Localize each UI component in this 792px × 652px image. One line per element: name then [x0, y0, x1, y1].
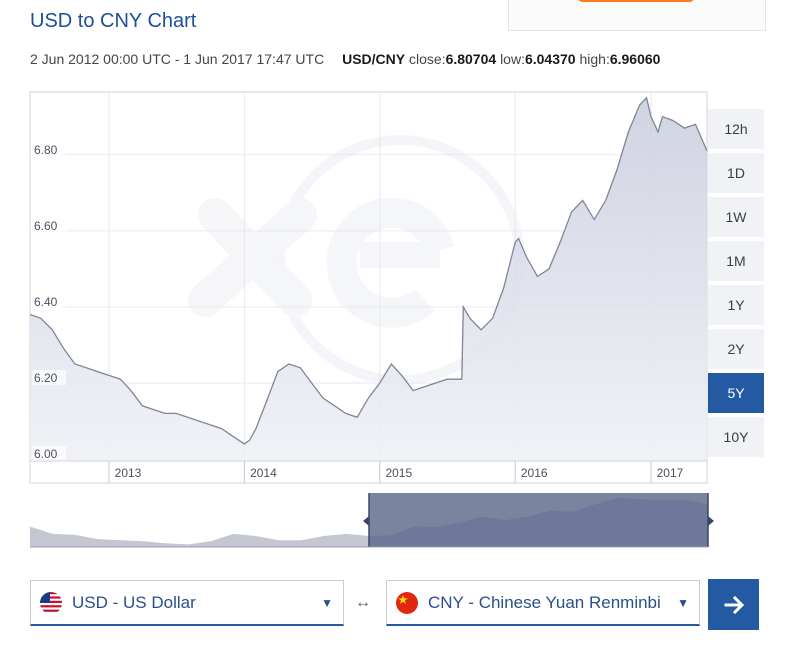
y-tick-labels: 6.00 6.20 6.40 6.60 6.80: [32, 141, 66, 462]
x-tick-label: 2015: [385, 466, 412, 480]
y-tick-label-bg: [32, 446, 66, 462]
y-tick-label-bg: [32, 293, 66, 309]
y-tick-label: 6.60: [34, 219, 58, 233]
page-title: USD to CNY Chart: [30, 10, 197, 32]
chevron-down-icon: ▼: [677, 595, 689, 610]
low-label: low:: [500, 51, 525, 67]
range-button-12h[interactable]: 12h: [708, 109, 764, 149]
from-currency-label: USD - US Dollar: [72, 592, 196, 612]
chart-info-line: 2 Jun 2012 00:00 UTC - 1 Jun 2017 17:47 …: [30, 51, 660, 67]
us-flag-icon: [40, 591, 62, 614]
x-tick-labels: 2013 2014 2015 2016 2017: [108, 461, 684, 483]
convert-go-button[interactable]: [708, 579, 759, 630]
y-tick-label-bg: [32, 141, 66, 157]
navigator-window-area: [369, 497, 708, 547]
y-tick-label-bg: [32, 217, 66, 233]
x-tick-label: 2016: [521, 466, 548, 480]
rate-chart[interactable]: 6.006.206.406.606.80 2013 2014 2015 2016 201…: [0, 0, 792, 560]
range-button-1y[interactable]: 1Y: [708, 285, 764, 325]
series-line: [29, 96, 708, 445]
range-button-10y[interactable]: 10Y: [708, 417, 764, 457]
y-tick-label: 6.80: [34, 143, 58, 157]
area-fill: [30, 97, 707, 461]
low-value: 6.04370: [524, 51, 576, 67]
navigator-left-handle[interactable]: [363, 516, 369, 526]
range-button-1d[interactable]: 1D: [708, 153, 764, 193]
arrow-right-icon: [724, 595, 744, 614]
range-button-1w[interactable]: 1W: [708, 197, 764, 237]
high-value: 6.96060: [609, 51, 661, 67]
pair-label: USD/CNY: [342, 51, 406, 67]
range-button-1m[interactable]: 1M: [708, 241, 764, 281]
y-tick-label-bg: [32, 370, 66, 386]
navigator[interactable]: [30, 493, 714, 548]
y-tick-label: 6.40: [34, 295, 58, 309]
high-label: high:: [579, 51, 610, 67]
to-currency-label: CNY - Chinese Yuan Renminbi: [428, 592, 661, 612]
date-range: 2 Jun 2012 00:00 UTC - 1 Jun 2017 17:47 …: [30, 51, 325, 67]
close-label: close:: [408, 51, 446, 67]
top-ad-panel: [508, 0, 766, 31]
swap-currencies-button[interactable]: ↔: [355, 594, 371, 611]
range-button-5y[interactable]: 5Y: [708, 373, 764, 413]
range-button-2y[interactable]: 2Y: [708, 329, 764, 369]
x-tick-label: 2017: [657, 466, 684, 480]
y-tick-label: 6.20: [34, 371, 58, 385]
from-currency-select[interactable]: USD - US Dollar ▼: [30, 580, 344, 626]
x-tick-label: 2014: [250, 466, 277, 480]
close-value: 6.80704: [445, 51, 497, 67]
x-axis-band: [29, 460, 708, 484]
navigator-right-handle[interactable]: [708, 516, 714, 526]
range-buttons: 12h 1D 1W 1M 1Y 2Y 5Y 10Y: [708, 109, 764, 461]
chevron-down-icon: ▼: [321, 595, 333, 610]
orange-button-edge[interactable]: [577, 0, 695, 2]
x-tick-label: 2013: [115, 466, 142, 480]
y-tick-label: 6.00: [34, 447, 58, 461]
to-currency-select[interactable]: CNY - Chinese Yuan Renminbi ▼: [386, 580, 700, 626]
china-flag-icon: [396, 591, 418, 614]
